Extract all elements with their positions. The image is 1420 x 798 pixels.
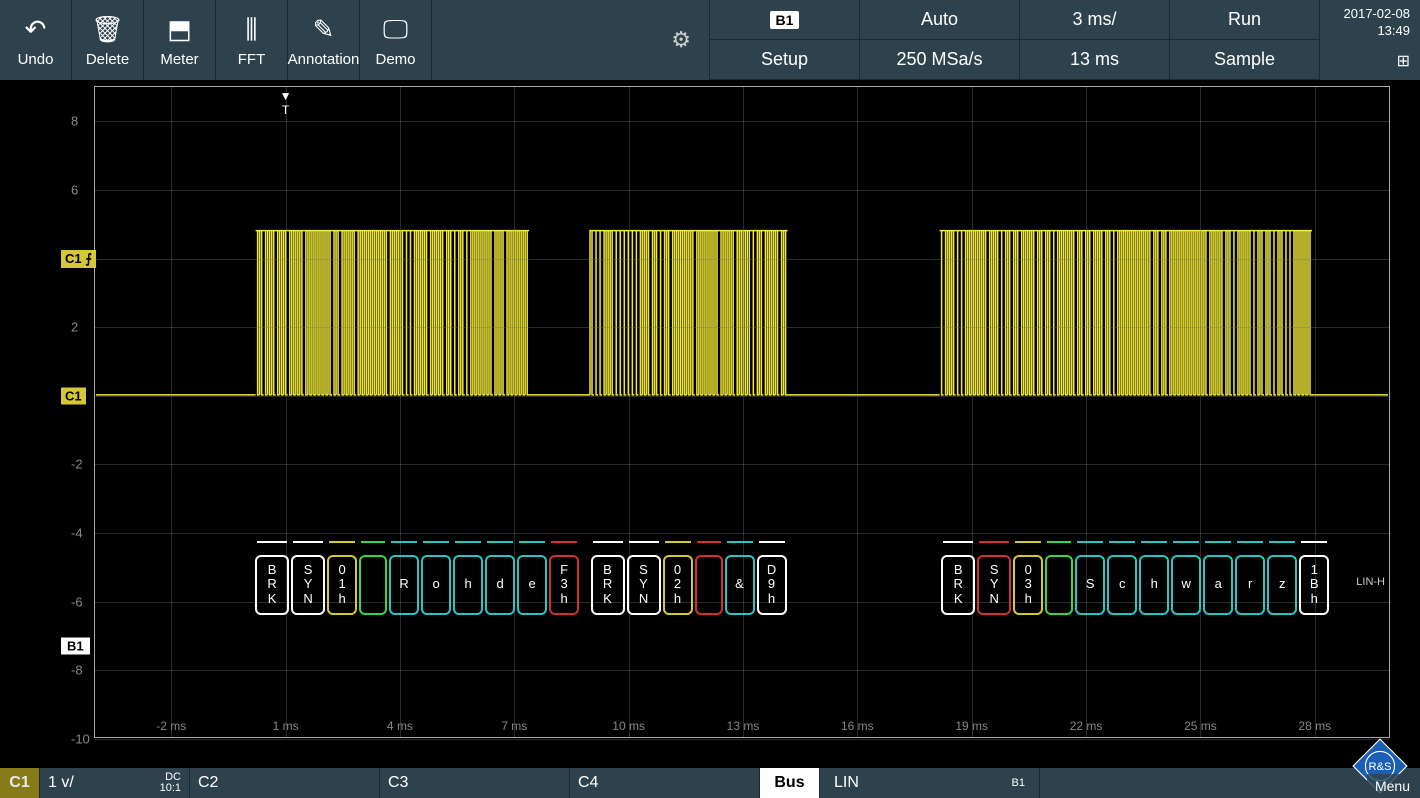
decode-field: S	[1075, 555, 1105, 615]
x-tick-label: 1 ms	[273, 719, 299, 733]
waveform-trace	[95, 87, 1389, 737]
decode-field: a	[1203, 555, 1233, 615]
gear-icon[interactable]: ⚙	[671, 27, 691, 53]
toolbar-spacer: ⚙	[432, 0, 709, 80]
decode-field: z	[1267, 555, 1297, 615]
delete-icon: 🗑	[91, 13, 124, 45]
demo-icon: 🖵	[383, 13, 408, 45]
channel-c1-tab[interactable]: C1	[0, 768, 40, 798]
datetime: 2017-02-08 13:49 ⊞	[1320, 0, 1420, 80]
decode-field: &	[725, 555, 755, 615]
decode-field: BRK	[255, 555, 289, 615]
y-tick-label: -10	[71, 732, 90, 747]
x-tick-label: 19 ms	[955, 719, 988, 733]
waveform-area[interactable]: LIN-H -10-8-6-4-202468-2 ms1 ms4 ms7 ms1…	[0, 80, 1420, 768]
trigger-marker[interactable]: ▼T	[280, 89, 292, 117]
decode-field: BRK	[941, 555, 975, 615]
decode-field	[359, 555, 387, 615]
channel-c1-info[interactable]: 1 v/ DC10:1	[40, 768, 190, 798]
fft-button[interactable]: ⫼ FFT	[216, 0, 288, 80]
y-tick-label: -4	[71, 526, 83, 541]
bus-tab[interactable]: Bus	[760, 768, 820, 798]
meter-icon: ⬒	[167, 13, 192, 45]
undo-label: Undo	[18, 51, 54, 68]
decode-field: SYN	[977, 555, 1011, 615]
x-tick-label: 4 ms	[387, 719, 413, 733]
decode-field	[695, 555, 723, 615]
decode-field: R	[389, 555, 419, 615]
waveform-grid[interactable]: LIN-H -10-8-6-4-202468-2 ms1 ms4 ms7 ms1…	[94, 86, 1390, 738]
x-tick-label: 7 ms	[501, 719, 527, 733]
svg-text:R&S: R&S	[1368, 761, 1391, 773]
bus-info[interactable]: LIN B1	[820, 768, 1040, 798]
y-tick-label: -2	[71, 457, 83, 472]
trigger-mode[interactable]: Auto	[860, 0, 1020, 40]
channel-marker[interactable]: C1 ⨍	[61, 250, 96, 268]
timebase[interactable]: 3 ms/	[1020, 0, 1170, 40]
x-tick-label: 10 ms	[612, 719, 645, 733]
meter-button[interactable]: ⬒ Meter	[144, 0, 216, 80]
decode-field: D9h	[757, 555, 787, 615]
delete-label: Delete	[86, 51, 129, 68]
x-tick-label: 16 ms	[841, 719, 874, 733]
decode-field: o	[421, 555, 451, 615]
channel-c3-tab[interactable]: C3	[380, 768, 570, 798]
channel-c2-tab[interactable]: C2	[190, 768, 380, 798]
decode-field: BRK	[591, 555, 625, 615]
menu-button[interactable]: Menu	[1367, 774, 1418, 798]
y-tick-label: -8	[71, 663, 83, 678]
y-tick-label: 8	[71, 114, 78, 129]
demo-button[interactable]: 🖵 Demo	[360, 0, 432, 80]
decode-field: r	[1235, 555, 1265, 615]
x-tick-label: 25 ms	[1184, 719, 1217, 733]
x-tick-label: 13 ms	[727, 719, 760, 733]
decode-field: h	[453, 555, 483, 615]
decode-field: 03h	[1013, 555, 1043, 615]
decode-field: 02h	[663, 555, 693, 615]
decode-field: 01h	[327, 555, 357, 615]
bottom-bar: C1 1 v/ DC10:1 C2 C3 C4 Bus LIN B1	[0, 768, 1420, 798]
decode-field	[1045, 555, 1073, 615]
time-position[interactable]: 13 ms	[1020, 40, 1170, 80]
annotation-icon: ✎	[313, 13, 335, 45]
decode-frame: BRKSYN01h RohdeF3h	[255, 555, 579, 615]
run-state[interactable]: Run	[1170, 0, 1320, 40]
bus-protocol-label: LIN-H	[1356, 576, 1385, 588]
decode-field: h	[1139, 555, 1169, 615]
bus-marker[interactable]: B1	[61, 638, 90, 655]
annotation-button[interactable]: ✎ Annotation	[288, 0, 360, 80]
decode-field: c	[1107, 555, 1137, 615]
undo-button[interactable]: ↶ Undo	[0, 0, 72, 80]
delete-button[interactable]: 🗑 Delete	[72, 0, 144, 80]
decode-field: 1Bh	[1299, 555, 1329, 615]
decode-field: w	[1171, 555, 1201, 615]
demo-label: Demo	[375, 51, 415, 68]
channel-c4-tab[interactable]: C4	[570, 768, 760, 798]
acquisition-mode[interactable]: Sample	[1170, 40, 1320, 80]
decode-frame: BRKSYN02h &D9h	[591, 555, 787, 615]
decode-field: e	[517, 555, 547, 615]
decode-field: SYN	[291, 555, 325, 615]
setup-button[interactable]: Setup	[710, 40, 860, 80]
annotation-label: Annotation	[288, 51, 360, 68]
undo-icon: ↶	[25, 13, 47, 45]
x-tick-label: -2 ms	[156, 719, 186, 733]
y-tick-label: 2	[71, 320, 78, 335]
sample-rate[interactable]: 250 MSa/s	[860, 40, 1020, 80]
x-tick-label: 22 ms	[1070, 719, 1103, 733]
y-tick-label: 6	[71, 182, 78, 197]
decode-field: SYN	[627, 555, 661, 615]
acquisition-settings-grid: B1 Auto 3 ms/ Run Setup 250 MSa/s 13 ms …	[709, 0, 1320, 80]
bus-indicator[interactable]: B1	[710, 0, 860, 40]
y-tick-label: -6	[71, 594, 83, 609]
channel-marker[interactable]: C1	[61, 387, 86, 404]
fft-label: FFT	[238, 51, 266, 68]
x-tick-label: 28 ms	[1298, 719, 1331, 733]
decode-frame: BRKSYN03h Schwarz1Bh	[941, 555, 1329, 615]
meter-label: Meter	[160, 51, 198, 68]
toolbar: ↶ Undo 🗑 Delete ⬒ Meter ⫼ FFT ✎ Annotation 🖵 Demo ⚙…	[0, 0, 1420, 80]
fft-icon: ⫼	[246, 13, 258, 45]
decode-field: d	[485, 555, 515, 615]
decode-field: F3h	[549, 555, 579, 615]
